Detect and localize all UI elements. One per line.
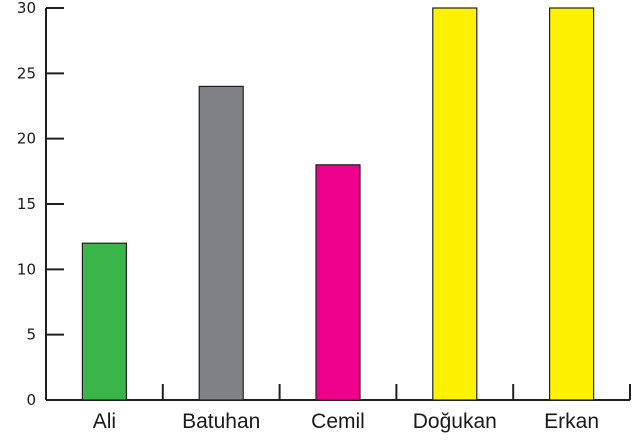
y-axis: 0 5 10 15 20 25 30	[17, 0, 64, 409]
x-tick-label: Batuhan	[182, 410, 260, 433]
x-tick-label: Doğukan	[413, 410, 497, 433]
x-tick-label: Cemil	[311, 410, 365, 433]
bar-erkan	[548, 7, 595, 401]
bar-ali	[81, 242, 128, 401]
y-tick-label: 30	[17, 0, 36, 17]
y-tick-label: 20	[17, 130, 36, 148]
bar-doğukan	[432, 7, 478, 401]
x-tick-label: Erkan	[544, 410, 599, 433]
bar-cemil	[315, 164, 361, 401]
bars	[81, 7, 595, 401]
y-tick-label: 10	[17, 260, 36, 278]
category-labels: Ali Batuhan Cemil Doğukan Erkan	[93, 410, 599, 433]
x-tick-label: Ali	[93, 410, 116, 433]
y-tick-label: 25	[17, 64, 36, 82]
y-tick-label: 0	[26, 391, 36, 409]
bar-batuhan	[198, 85, 244, 401]
y-tick-label: 15	[17, 195, 36, 213]
y-tick-label: 5	[26, 326, 36, 344]
